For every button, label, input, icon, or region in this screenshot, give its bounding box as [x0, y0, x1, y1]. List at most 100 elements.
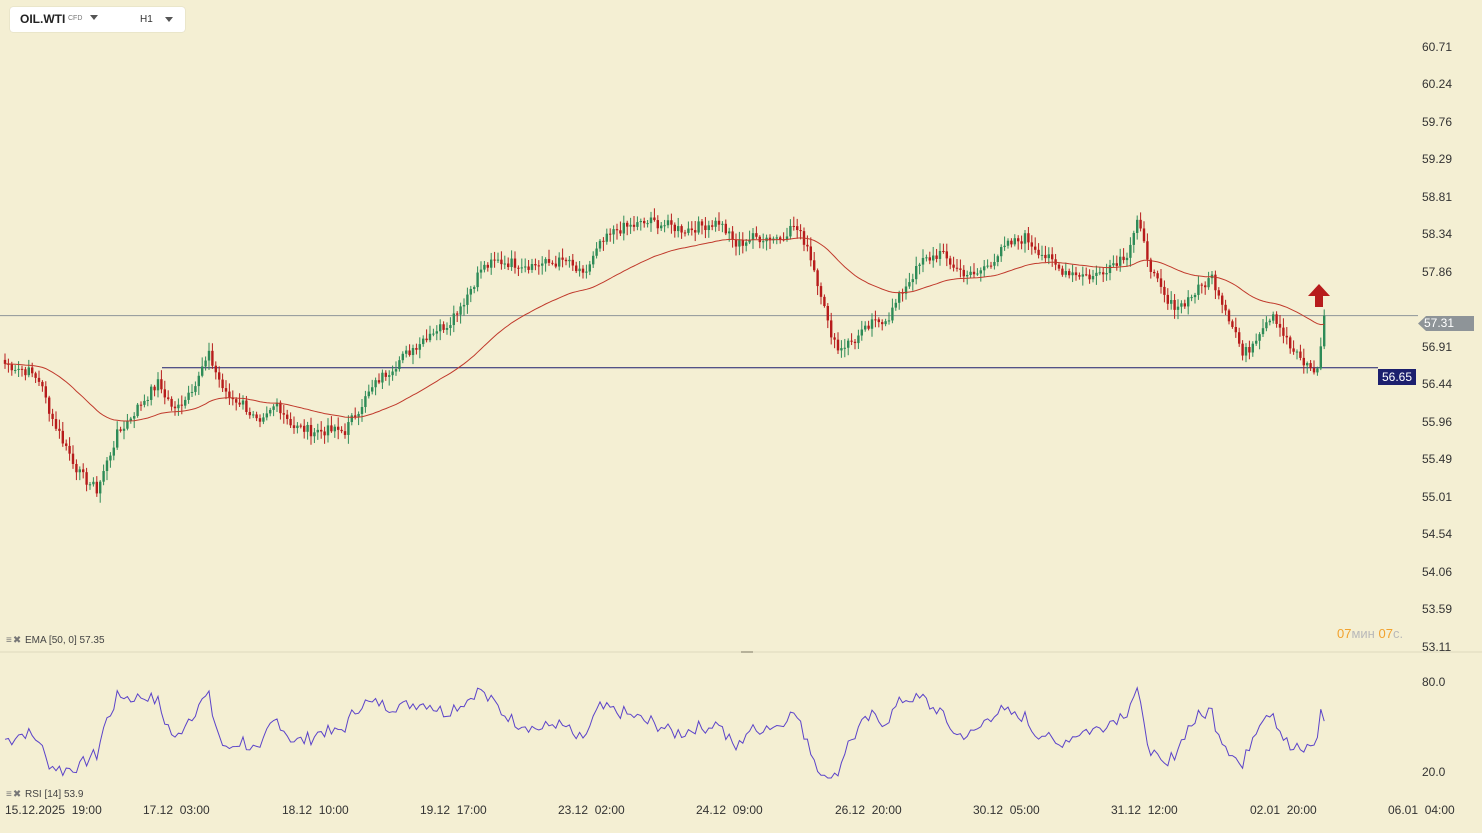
candle[interactable] [1081, 274, 1084, 277]
candle[interactable] [1078, 275, 1081, 277]
candle[interactable] [860, 329, 863, 336]
candle[interactable] [908, 282, 911, 287]
candle[interactable] [469, 288, 472, 295]
candle[interactable] [636, 222, 639, 227]
candle[interactable] [316, 429, 319, 433]
candle[interactable] [915, 266, 918, 280]
candle[interactable] [979, 270, 982, 274]
candle[interactable] [255, 414, 258, 419]
candle[interactable] [449, 325, 452, 329]
candle[interactable] [388, 375, 391, 377]
candle[interactable] [1316, 368, 1319, 373]
candle[interactable] [575, 265, 578, 272]
candle[interactable] [68, 445, 71, 454]
candle[interactable] [1146, 241, 1149, 260]
candle[interactable] [853, 341, 857, 344]
candle[interactable] [1061, 268, 1064, 275]
candle[interactable] [602, 240, 605, 242]
candle[interactable] [1251, 343, 1254, 353]
candle[interactable] [1197, 284, 1200, 295]
candle[interactable] [656, 220, 659, 229]
candle[interactable] [337, 426, 340, 430]
candle[interactable] [340, 429, 343, 432]
candle[interactable] [513, 258, 517, 268]
candle[interactable] [870, 319, 874, 329]
candle[interactable] [945, 251, 948, 259]
candle[interactable] [884, 321, 887, 325]
candle[interactable] [1170, 300, 1173, 304]
candle[interactable] [1074, 272, 1078, 276]
candle[interactable] [564, 259, 568, 262]
candle[interactable] [75, 463, 78, 473]
candle[interactable] [1098, 272, 1101, 274]
candle[interactable] [714, 220, 717, 227]
candle[interactable] [1319, 346, 1322, 369]
candle[interactable] [993, 261, 996, 266]
candle[interactable] [571, 259, 574, 266]
candle[interactable] [357, 413, 360, 417]
candle[interactable] [918, 264, 921, 267]
candle[interactable] [731, 231, 734, 240]
candle[interactable] [1132, 232, 1135, 245]
candle[interactable] [418, 344, 421, 350]
candle[interactable] [874, 319, 877, 321]
candle[interactable] [877, 319, 880, 323]
candle[interactable] [833, 337, 836, 340]
candle[interactable] [500, 259, 503, 265]
candle[interactable] [996, 256, 999, 262]
candle[interactable] [269, 409, 272, 414]
candle[interactable] [1115, 263, 1118, 266]
candle[interactable] [1261, 328, 1265, 335]
candle[interactable] [1306, 363, 1309, 366]
candle[interactable] [989, 265, 993, 267]
candle[interactable] [1244, 347, 1248, 356]
candle[interactable] [755, 233, 758, 237]
candle[interactable] [347, 422, 350, 435]
candle[interactable] [1156, 273, 1159, 279]
candle[interactable] [296, 425, 299, 429]
candle[interactable] [422, 338, 425, 345]
candle[interactable] [14, 369, 17, 371]
candle[interactable] [983, 266, 986, 271]
candle[interactable] [1085, 274, 1088, 276]
candle[interactable] [629, 224, 632, 227]
candle[interactable] [218, 372, 221, 380]
candle[interactable] [1227, 310, 1231, 322]
candle[interactable] [1224, 304, 1227, 311]
candle[interactable] [823, 296, 826, 306]
candle[interactable] [1238, 332, 1241, 344]
candle[interactable] [734, 239, 738, 247]
candle[interactable] [745, 242, 748, 246]
candle[interactable] [61, 430, 64, 444]
candle[interactable] [180, 404, 183, 406]
candle[interactable] [955, 267, 959, 269]
candle[interactable] [116, 429, 119, 448]
candle[interactable] [456, 313, 459, 315]
candle[interactable] [1088, 274, 1091, 280]
candle[interactable] [160, 379, 163, 390]
indicator-remove-icon[interactable]: ✖ [12, 635, 22, 646]
candle[interactable] [445, 328, 449, 330]
candle[interactable] [660, 225, 663, 229]
candle[interactable] [435, 331, 438, 334]
candle[interactable] [150, 386, 153, 400]
candle[interactable] [1023, 233, 1027, 244]
candle[interactable] [966, 275, 969, 277]
candle[interactable] [490, 259, 493, 268]
candle[interactable] [1183, 303, 1186, 307]
candle[interactable] [741, 240, 744, 246]
candle[interactable] [364, 396, 367, 408]
candle[interactable] [1136, 219, 1139, 233]
candle[interactable] [894, 302, 897, 308]
candle[interactable] [663, 225, 666, 227]
candle[interactable] [558, 257, 561, 267]
candle[interactable] [690, 228, 693, 231]
candle[interactable] [830, 320, 833, 338]
candle[interactable] [1268, 320, 1271, 323]
candle[interactable] [442, 324, 445, 330]
candle[interactable] [605, 233, 608, 242]
candle[interactable] [1064, 271, 1067, 275]
candle[interactable] [1299, 351, 1302, 358]
candle[interactable] [139, 404, 143, 406]
candle[interactable] [102, 471, 105, 482]
